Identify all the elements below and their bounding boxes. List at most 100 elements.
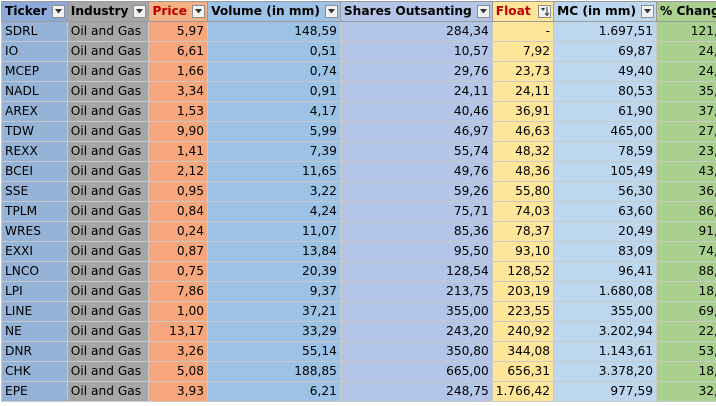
- cell-volume[interactable]: 13,84: [207, 241, 341, 262]
- cell-float[interactable]: 223,55: [491, 301, 555, 322]
- header-ticker[interactable]: Ticker: [1, 1, 68, 22]
- cell-percent-change[interactable]: 37,84%: [656, 101, 716, 122]
- cell-shares-outstanding[interactable]: 49,76: [339, 161, 493, 182]
- cell-volume[interactable]: 4,24: [207, 201, 341, 222]
- cell-volume[interactable]: 11,65: [207, 161, 341, 182]
- cell-volume[interactable]: 0,91: [207, 81, 341, 102]
- header-market-cap[interactable]: MC (in mm): [553, 1, 658, 22]
- cell-volume[interactable]: 6,21: [207, 381, 341, 402]
- cell-price[interactable]: 9,90: [148, 121, 209, 142]
- cell-shares-outstanding[interactable]: 29,76: [339, 61, 493, 82]
- cell-shares-outstanding[interactable]: 284,34: [339, 21, 493, 42]
- cell-float[interactable]: 344,08: [491, 341, 555, 362]
- cell-float[interactable]: 24,11: [491, 81, 555, 102]
- cell-shares-outstanding[interactable]: 46,97: [339, 121, 493, 142]
- cell-shares-outstanding[interactable]: 350,80: [339, 341, 493, 362]
- cell-price[interactable]: 1,00: [148, 301, 209, 322]
- cell-float[interactable]: 240,92: [491, 321, 555, 342]
- filter-dropdown-button[interactable]: [324, 5, 338, 18]
- cell-volume[interactable]: 55,14: [207, 341, 341, 362]
- cell-market-cap[interactable]: 80,53: [553, 81, 658, 102]
- cell-ticker[interactable]: NE: [1, 321, 68, 342]
- cell-market-cap[interactable]: 49,40: [553, 61, 658, 82]
- cell-shares-outstanding[interactable]: 665,00: [339, 361, 493, 382]
- cell-ticker[interactable]: EPE: [1, 381, 68, 402]
- cell-market-cap[interactable]: 56,30: [553, 181, 658, 202]
- cell-percent-change[interactable]: 35,22%: [656, 81, 716, 102]
- cell-percent-change[interactable]: 24,81%: [656, 61, 716, 82]
- cell-volume[interactable]: 0,74: [207, 61, 341, 82]
- cell-percent-change[interactable]: 69,49%: [656, 301, 716, 322]
- cell-float[interactable]: 1.766,42: [491, 381, 555, 402]
- cell-industry[interactable]: Oil and Gas: [66, 241, 150, 262]
- cell-ticker[interactable]: TDW: [1, 121, 68, 142]
- cell-percent-change[interactable]: 22,63%: [656, 321, 716, 342]
- cell-industry[interactable]: Oil and Gas: [66, 201, 150, 222]
- header-float[interactable]: Float: [491, 1, 555, 22]
- cell-volume[interactable]: 33,29: [207, 321, 341, 342]
- sort-dropdown-button[interactable]: [538, 5, 552, 18]
- cell-percent-change[interactable]: 32,77%: [656, 381, 716, 402]
- cell-float[interactable]: 55,80: [491, 181, 555, 202]
- cell-volume[interactable]: 188,85: [207, 361, 341, 382]
- cell-percent-change[interactable]: 36,47%: [656, 181, 716, 202]
- cell-price[interactable]: 3,26: [148, 341, 209, 362]
- cell-price[interactable]: 7,86: [148, 281, 209, 302]
- cell-volume[interactable]: 11,07: [207, 221, 341, 242]
- cell-percent-change[interactable]: 18,97%: [656, 361, 716, 382]
- cell-shares-outstanding[interactable]: 95,50: [339, 241, 493, 262]
- cell-ticker[interactable]: DNR: [1, 341, 68, 362]
- cell-float[interactable]: 78,37: [491, 221, 555, 242]
- cell-shares-outstanding[interactable]: 243,20: [339, 321, 493, 342]
- cell-price[interactable]: 0,24: [148, 221, 209, 242]
- cell-ticker[interactable]: TPLM: [1, 201, 68, 222]
- header-percent-change[interactable]: % Change: [656, 1, 716, 22]
- cell-float[interactable]: 48,36: [491, 161, 555, 182]
- cell-market-cap[interactable]: 355,00: [553, 301, 658, 322]
- cell-float[interactable]: -: [491, 21, 555, 42]
- cell-shares-outstanding[interactable]: 213,75: [339, 281, 493, 302]
- cell-price[interactable]: 0,95: [148, 181, 209, 202]
- cell-shares-outstanding[interactable]: 59,26: [339, 181, 493, 202]
- cell-industry[interactable]: Oil and Gas: [66, 341, 150, 362]
- cell-industry[interactable]: Oil and Gas: [66, 281, 150, 302]
- cell-industry[interactable]: Oil and Gas: [66, 121, 150, 142]
- cell-volume[interactable]: 7,39: [207, 141, 341, 162]
- cell-price[interactable]: 1,66: [148, 61, 209, 82]
- cell-industry[interactable]: Oil and Gas: [66, 181, 150, 202]
- cell-shares-outstanding[interactable]: 24,11: [339, 81, 493, 102]
- cell-shares-outstanding[interactable]: 128,54: [339, 261, 493, 282]
- cell-price[interactable]: 0,84: [148, 201, 209, 222]
- cell-float[interactable]: 7,92: [491, 41, 555, 62]
- cell-percent-change[interactable]: 24,95%: [656, 41, 716, 62]
- cell-ticker[interactable]: SSE: [1, 181, 68, 202]
- cell-ticker[interactable]: WRES: [1, 221, 68, 242]
- cell-shares-outstanding[interactable]: 248,75: [339, 381, 493, 402]
- cell-volume[interactable]: 37,21: [207, 301, 341, 322]
- cell-market-cap[interactable]: 61,90: [553, 101, 658, 122]
- header-shares-outstanding[interactable]: Shares Outsanting: [339, 1, 493, 22]
- filter-dropdown-button[interactable]: [51, 5, 65, 18]
- cell-market-cap[interactable]: 20,49: [553, 221, 658, 242]
- cell-percent-change[interactable]: 91,20%: [656, 221, 716, 242]
- cell-price[interactable]: 3,93: [148, 381, 209, 402]
- cell-ticker[interactable]: LINE: [1, 301, 68, 322]
- header-volume[interactable]: Volume (in mm): [207, 1, 341, 22]
- cell-ticker[interactable]: LNCO: [1, 261, 68, 282]
- cell-industry[interactable]: Oil and Gas: [66, 221, 150, 242]
- cell-market-cap[interactable]: 1.697,51: [553, 21, 658, 42]
- cell-industry[interactable]: Oil and Gas: [66, 321, 150, 342]
- cell-price[interactable]: 0,87: [148, 241, 209, 262]
- cell-ticker[interactable]: IO: [1, 41, 68, 62]
- cell-market-cap[interactable]: 96,41: [553, 261, 658, 282]
- cell-price[interactable]: 2,12: [148, 161, 209, 182]
- cell-industry[interactable]: Oil and Gas: [66, 261, 150, 282]
- cell-shares-outstanding[interactable]: 355,00: [339, 301, 493, 322]
- cell-price[interactable]: 5,97: [148, 21, 209, 42]
- cell-shares-outstanding[interactable]: 55,74: [339, 141, 493, 162]
- cell-percent-change[interactable]: 23,68%: [656, 141, 716, 162]
- cell-price[interactable]: 0,75: [148, 261, 209, 282]
- cell-percent-change[interactable]: 121,11%: [656, 21, 716, 42]
- cell-volume[interactable]: 5,99: [207, 121, 341, 142]
- cell-market-cap[interactable]: 105,49: [553, 161, 658, 182]
